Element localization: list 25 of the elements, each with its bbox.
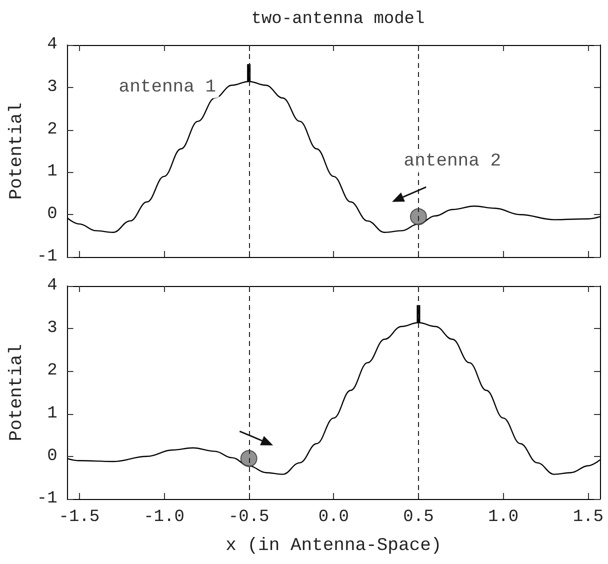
y-tick-label: 0 (47, 205, 58, 224)
y-tick-label: -1 (36, 490, 58, 508)
x-tick-label: 1.0 (488, 508, 519, 527)
y-tick-label: 3 (47, 78, 58, 97)
y-tick-label: 2 (47, 362, 58, 381)
chart-title: two-antenna model (251, 10, 425, 29)
annotation: antenna 1 (118, 77, 216, 98)
y-tick-label: 3 (47, 319, 58, 338)
x-tick-label: 0.0 (318, 508, 349, 527)
x-tick-label: -1.5 (58, 508, 100, 527)
annotation: antenna 2 (404, 152, 502, 172)
y-axis-title: Potential (7, 102, 27, 200)
x-tick-label: 1.5 (572, 508, 604, 527)
x-tick-label: 0.5 (403, 508, 434, 527)
y-tick-label: 0 (47, 446, 58, 466)
y-tick-label: -1 (36, 248, 58, 266)
y-axis-title: Potential (7, 344, 27, 442)
x-axis-title: x (in Antenna-Space) (226, 536, 442, 556)
y-tick-label: 1 (47, 162, 58, 182)
y-tick-label: 4 (47, 276, 58, 296)
y-tick-label: 2 (47, 120, 58, 140)
x-tick-label: -1.0 (144, 508, 184, 527)
y-tick-label: 1 (47, 404, 58, 424)
x-tick-label: -0.5 (228, 508, 270, 527)
y-tick-label: 4 (47, 36, 58, 54)
